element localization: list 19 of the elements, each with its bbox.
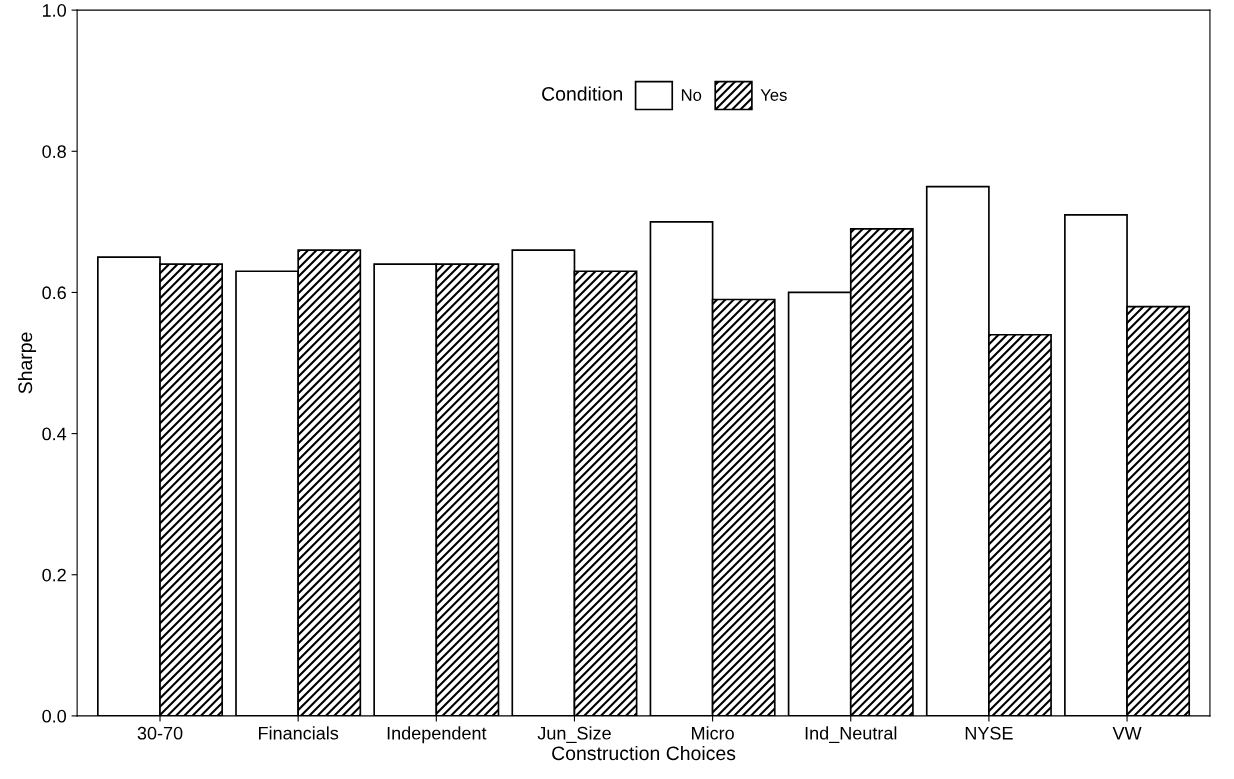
x-tick-label: Ind_Neutral [805,726,897,743]
x-tick-label: Independent [387,726,487,744]
legend-label: Yes [760,89,787,101]
y-tick-label: 1.0 [42,4,66,17]
y-tick-label: 0.2 [42,568,66,582]
legend-label: No [681,89,702,101]
y-tick-label: 0.8 [42,145,66,158]
x-axis-title: Construction Choices [552,745,736,761]
x-tick-label: VW [1112,726,1142,740]
y-tick-label: 0.4 [42,427,67,441]
x-tick-label: Micro [692,726,734,740]
x-tick-label: Financials [259,726,339,740]
y-tick-label: 0.0 [42,709,66,723]
x-tick-label: NYSE [965,726,1013,740]
y-axis-title: Sharpe [17,332,37,394]
legend-title: Condition [542,86,622,101]
x-tick-label: Jun_Size [537,726,611,743]
y-tick-label: 0.6 [42,286,66,300]
x-tick-label: 30-70 [137,726,183,740]
